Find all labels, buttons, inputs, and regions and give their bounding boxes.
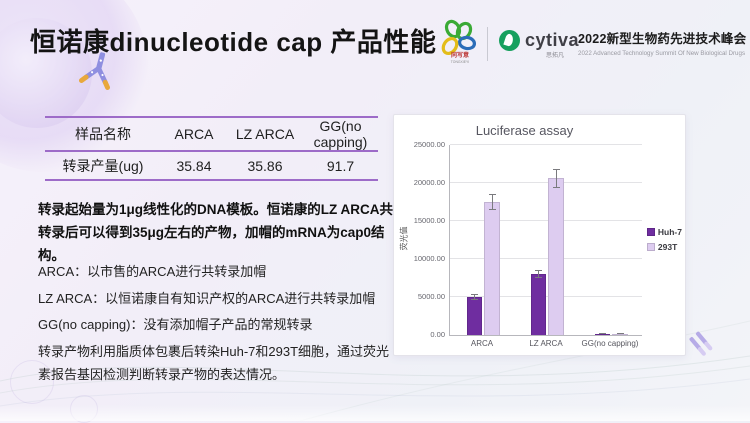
luciferase-chart-card: Luciferase assay 荧光值 0.00 5000.00 10000.00… — [393, 114, 686, 356]
x-tick-label: GG(no capping) — [581, 339, 639, 348]
error-bar-cap — [599, 333, 606, 335]
notes-list: ARCA：以市售的ARCA进行共转录加帽 LZ ARCA：以恒诺康自有知识产权的… — [38, 260, 396, 389]
error-bar-line — [474, 294, 475, 300]
error-bar — [616, 333, 625, 335]
gridline — [450, 220, 642, 221]
legend-swatch-huh7 — [646, 228, 655, 236]
error-bar-cap — [616, 333, 624, 335]
tongxieyi-logo: 同写意 TONGXIEYI — [441, 19, 477, 64]
error-bar-cap — [488, 193, 496, 195]
gridline — [450, 258, 642, 259]
table-header-cell: LZ ARCA — [235, 126, 295, 142]
table-header-row: 样品名称 ARCA LZ ARCA GG(no capping) — [45, 117, 378, 151]
page-title: 恒诺康dinucleotide cap 产品性能 — [30, 27, 437, 57]
y-tick-label: 10000.00 — [413, 254, 445, 263]
table-header-cell: ARCA — [174, 126, 214, 142]
y-tick-label: 5000.00 — [417, 292, 445, 301]
antibody-icon — [78, 51, 111, 91]
table-cell: 35.86 — [247, 157, 283, 174]
table-header-cell: 样品名称 — [75, 126, 131, 142]
legend-label-293t: 293T — [657, 242, 678, 252]
molecule-ring-decoration — [70, 395, 98, 423]
y-tick-label: 20000.00 — [413, 178, 445, 187]
bar-293t-gg-no-capping- — [612, 334, 628, 335]
error-bar — [598, 333, 607, 335]
error-bar — [470, 294, 479, 300]
note-item-method: 转录产物利用脂质体包裹后转染Huh-7和293T细胞，通过荧光素报告基因检测判断… — [38, 343, 390, 382]
error-bar-line — [555, 168, 557, 188]
antibody-icon-small — [689, 331, 713, 356]
svg-text:TONGXIEYI: TONGXIEYI — [451, 60, 469, 64]
gridline — [450, 296, 642, 297]
x-tick-label: LZ ARCA — [529, 339, 563, 348]
cytiva-leaf-icon — [499, 30, 520, 51]
table-row: 转录产量(ug) 35.84 35.86 91.7 — [45, 151, 378, 180]
bar-huh-7-gg-no-capping- — [595, 333, 610, 335]
error-bar — [552, 168, 561, 188]
legend-item-293t: 293T — [646, 242, 682, 252]
error-bar-cap — [471, 298, 478, 300]
logo-divider — [487, 27, 488, 61]
error-bar — [534, 270, 543, 278]
error-bar — [488, 193, 497, 211]
bar-group-gg-no-capping-: GG(no capping) — [578, 145, 642, 348]
error-bar-line — [538, 270, 539, 278]
error-bar-cap — [535, 277, 542, 278]
error-bar-cap — [552, 186, 560, 188]
svg-text:同写意: 同写意 — [451, 51, 469, 59]
cytiva-logo: cytiva — [499, 30, 579, 51]
error-bar-line — [491, 193, 493, 211]
error-bar-cap — [488, 209, 496, 211]
bar-group-arca: ARCA — [450, 145, 514, 348]
note-item-lz-arca: LZ ARCA：以恒诺康自有知识产权的ARCA进行共转录加帽 — [38, 290, 376, 306]
sample-table: 样品名称 ARCA LZ ARCA GG(no capping) 转录产量(ug… — [45, 116, 378, 181]
cytiva-wordmark: cytiva — [525, 30, 580, 50]
summit-subtitle: 2022 Advanced Technology Summit Of New B… — [578, 50, 746, 57]
summit-title: 2022新型生物药先进技术峰会 — [578, 32, 747, 46]
table-cell: 91.7 — [326, 157, 355, 174]
error-bar-cap — [552, 168, 560, 170]
chart-title: Luciferase assay — [475, 123, 574, 138]
chart-legend: Huh-7 293T — [646, 227, 682, 257]
gridline — [450, 182, 642, 183]
gridline — [450, 144, 642, 145]
table-row-label: 转录产量(ug) — [62, 157, 144, 174]
bar-group-lz-arca: LZ ARCA — [514, 145, 578, 348]
bar-huh-7-arca — [467, 297, 482, 335]
y-tick-label: 15000.00 — [413, 216, 445, 225]
summit-logo-block: 2022新型生物药先进技术峰会 2022 Advanced Technology… — [578, 28, 747, 57]
bar-293t-lz-arca — [548, 178, 564, 335]
legend-swatch-293t — [646, 243, 655, 251]
bar-293t-arca — [484, 202, 500, 335]
bar-huh-7-lz-arca — [531, 274, 546, 335]
y-axis-ticks: 0.00 5000.00 10000.00 15000.00 20000.00 25000… — [400, 140, 445, 339]
legend-label-huh7: Huh-7 — [657, 227, 682, 237]
plot-area: ARCA LZ ARCA GG(no capping) — [449, 144, 642, 348]
intro-paragraph: 转录起始量为1μg线性化的DNA模板。恒诺康的LZ ARCA共转录后可以得到35… — [38, 202, 394, 263]
legend-item-huh7: Huh-7 — [646, 227, 682, 237]
x-tick-label: ARCA — [470, 339, 494, 348]
y-tick-label: 0.00 — [430, 330, 445, 339]
error-bar-cap — [535, 270, 542, 272]
note-item-arca: ARCA：以市售的ARCA进行共转录加帽 — [38, 264, 267, 279]
table-header-cell: GG(no capping) — [313, 118, 368, 150]
note-item-gg: GG(no capping)：没有添加帽子产品的常规转录 — [38, 317, 313, 332]
y-tick-label: 25000.00 — [413, 140, 445, 149]
bottom-fade-decoration — [0, 405, 750, 421]
error-bar-cap — [471, 294, 478, 296]
cytiva-chinese-name: 思拓凡 — [546, 53, 565, 59]
table-cell: 35.84 — [176, 157, 212, 174]
